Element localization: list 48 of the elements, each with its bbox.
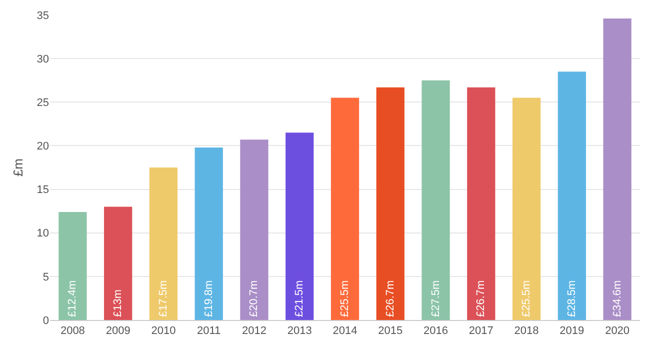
data-label: £20.7m	[248, 280, 260, 317]
bar	[58, 212, 87, 320]
data-label: £34.6m	[611, 280, 624, 317]
y-tick-label: 20	[36, 140, 49, 153]
bar	[104, 206, 132, 320]
y-tick-label: 0	[42, 314, 49, 327]
x-tick-label: 2015	[378, 325, 403, 338]
bar	[330, 98, 360, 320]
x-tick-label: 2012	[242, 325, 266, 338]
data-label: £25.5m	[520, 280, 533, 317]
y-tick-label: 10	[36, 228, 49, 240]
data-label: £17.5m	[157, 280, 170, 317]
bar	[286, 132, 314, 320]
data-label: £27.5m	[430, 280, 442, 317]
data-label: £13m	[112, 289, 124, 317]
data-label: £28.5m	[566, 280, 578, 317]
data-label: £26.7m	[384, 280, 396, 317]
x-tick-label: 2011	[197, 325, 221, 338]
bar	[603, 18, 632, 320]
x-tick-label: 2018	[514, 325, 539, 338]
bar	[558, 72, 586, 320]
data-label: £19.8m	[202, 280, 215, 317]
y-tick-label: 5	[42, 271, 49, 284]
x-tick-label: 2013	[287, 325, 312, 338]
data-label: £25.5m	[339, 280, 351, 317]
bar	[512, 98, 541, 320]
x-tick-label: 2017	[468, 325, 494, 338]
y-tick-label: 35	[36, 10, 49, 22]
bar	[467, 87, 496, 320]
data-label: £26.7m	[475, 280, 488, 317]
x-tick-label: 2014	[332, 325, 358, 338]
y-tick-label: 30	[36, 53, 49, 66]
y-tick-label: 25	[36, 96, 49, 109]
bar	[149, 168, 178, 320]
data-label: £21.5m	[294, 280, 306, 317]
x-tick-label: 2008	[60, 325, 85, 338]
bar	[376, 87, 404, 320]
bar	[422, 80, 450, 320]
x-tick-label: 2010	[151, 325, 176, 338]
x-tick-label: 2016	[424, 325, 448, 338]
x-tick-label: 2009	[106, 325, 130, 338]
data-label: £12.4m	[66, 280, 79, 317]
x-tick-label: 2020	[605, 325, 630, 338]
bar	[194, 147, 223, 320]
bar	[240, 140, 268, 320]
x-tick-label: 2019	[560, 325, 584, 338]
y-tick-label: 15	[36, 184, 49, 196]
y-axis-title: £m	[10, 158, 26, 177]
